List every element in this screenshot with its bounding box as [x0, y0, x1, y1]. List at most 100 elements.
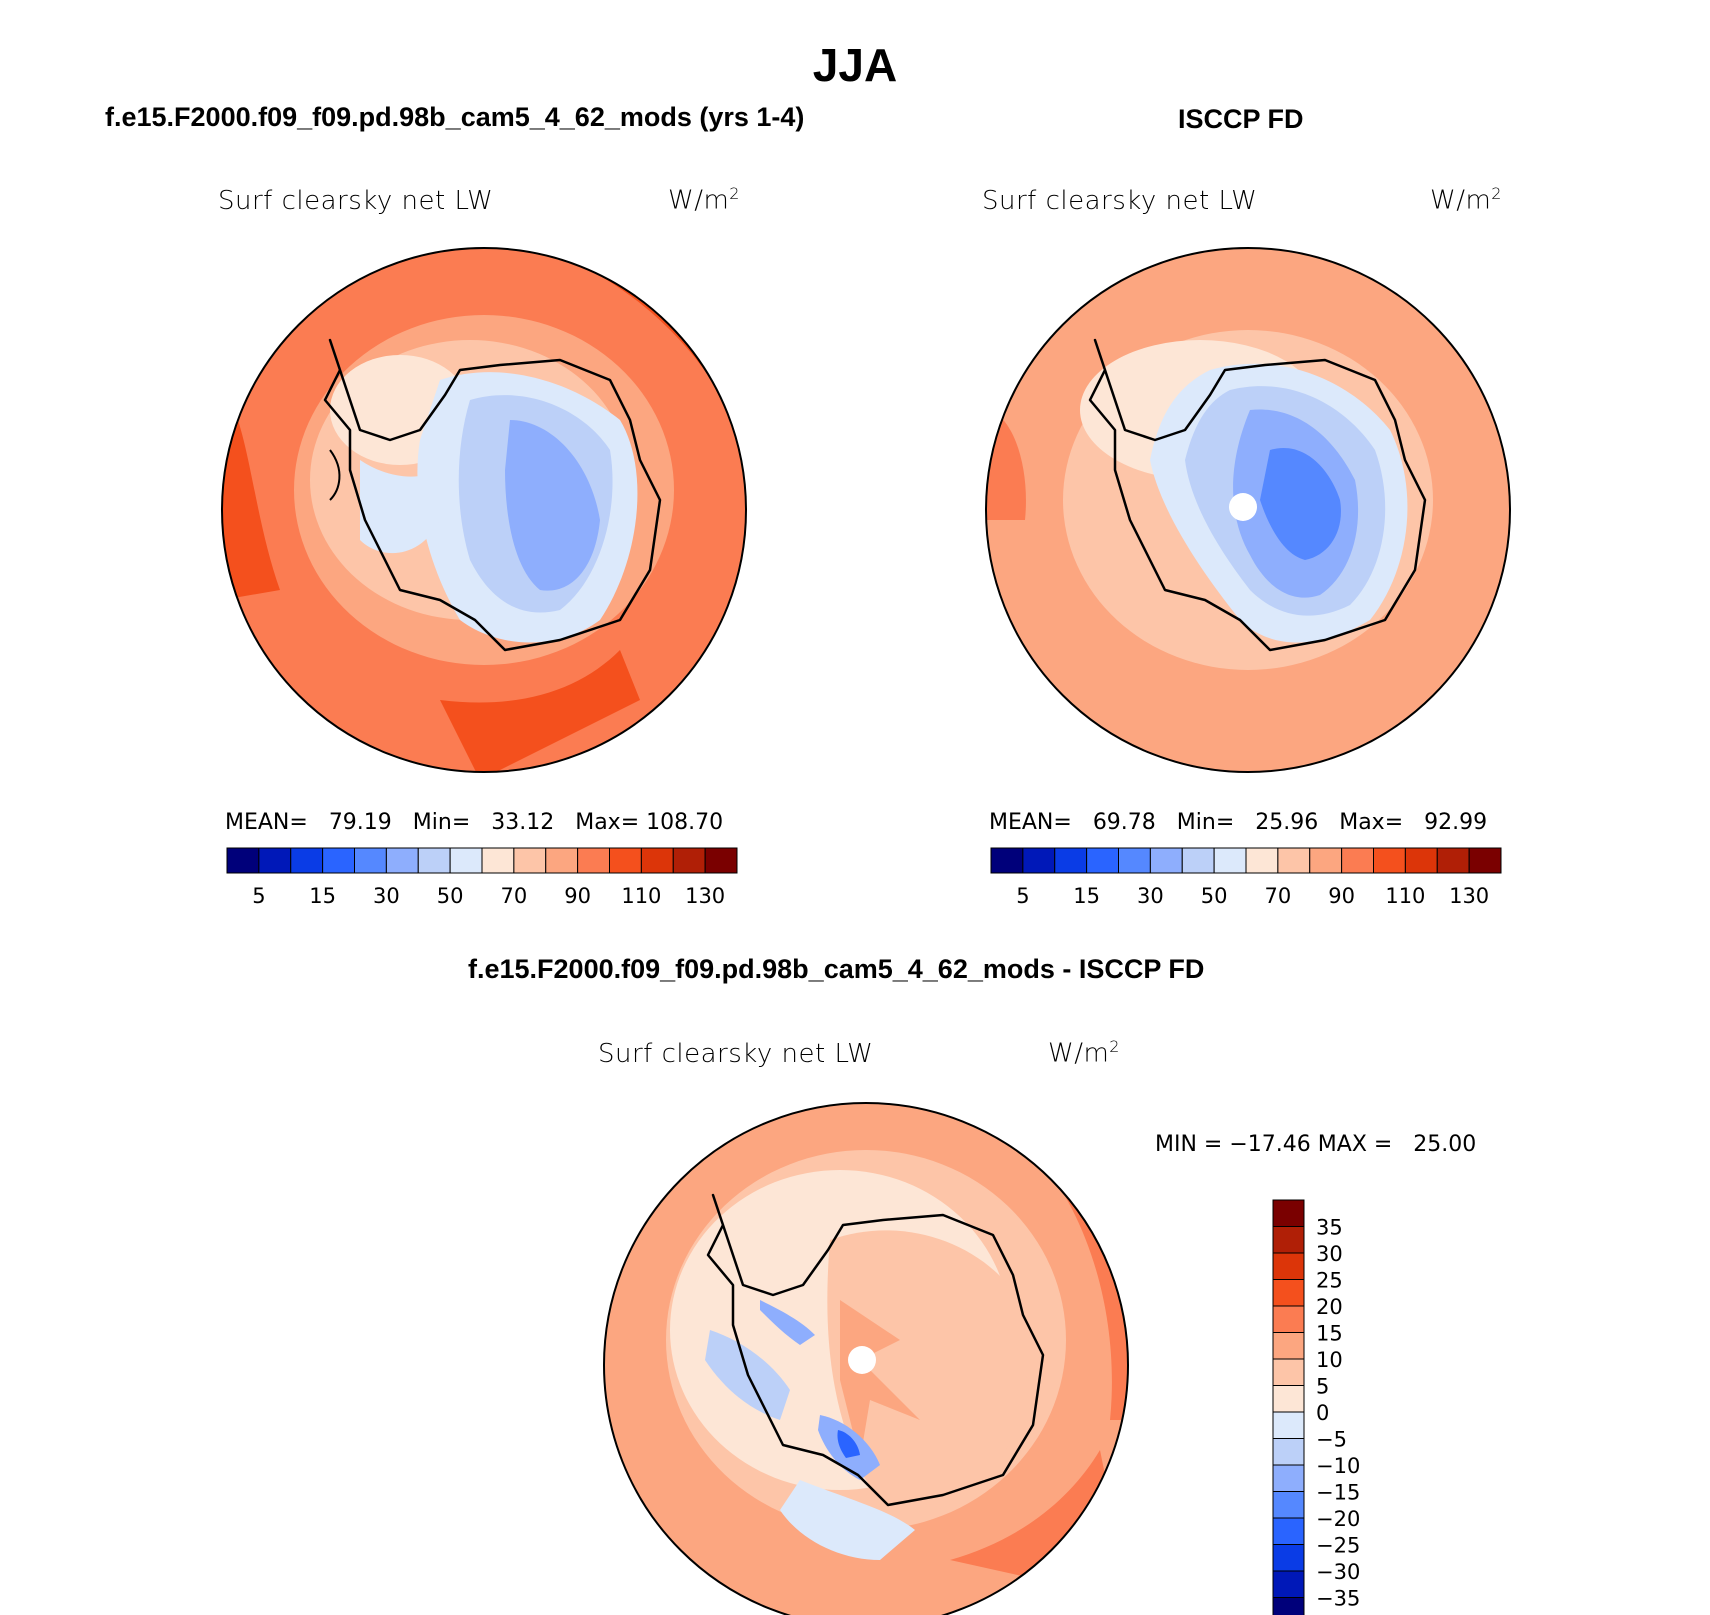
- diff-map: [604, 1103, 1128, 1615]
- model-units-label: W/m2: [668, 184, 740, 216]
- diff-units-label: W/m2: [1048, 1037, 1120, 1069]
- diff-colorbar-box: [1272, 1464, 1305, 1492]
- diff-colorbar-tick-label: −20: [1316, 1507, 1360, 1531]
- model-colorbar-box: [385, 847, 419, 874]
- diff-colorbar-box: [1272, 1597, 1305, 1615]
- obs-colorbar-box: [1245, 847, 1279, 874]
- diff-colorbar-box: [1272, 1279, 1305, 1307]
- obs-colorbar-tick-label: 30: [1137, 884, 1164, 908]
- diff-colorbar-tick-label: 30: [1316, 1242, 1343, 1266]
- obs-colorbar-box: [1404, 847, 1438, 874]
- diff-colorbar-box: [1272, 1544, 1305, 1572]
- obs-panel-heading: ISCCP FD: [1178, 104, 1304, 134]
- diff-colorbar-box: [1272, 1385, 1305, 1413]
- model-colorbar-tick-label: 110: [621, 884, 661, 908]
- obs-map-border: [985, 247, 1511, 773]
- model-colorbar-box: [322, 847, 355, 874]
- model-colorbar-tick-label: 50: [437, 884, 464, 908]
- model-panel-heading: f.e15.F2000.f09_f09.pd.98b_cam5_4_62_mod…: [105, 102, 805, 132]
- obs-colorbar-tick-label: 110: [1385, 884, 1425, 908]
- figure-title: JJA: [812, 39, 898, 91]
- obs-units-label: W/m2: [1430, 184, 1502, 216]
- obs-colorbar-box: [1468, 847, 1502, 874]
- model-colorbar-box: [226, 847, 260, 874]
- obs-colorbar-box: [1309, 847, 1343, 874]
- diff-colorbar-tick-label: −30: [1316, 1560, 1360, 1584]
- diff-colorbar-tick-label: 10: [1316, 1348, 1343, 1372]
- diff-colorbar-box: [1272, 1438, 1305, 1466]
- obs-colorbar-box: [1054, 847, 1088, 874]
- obs-colorbar-box: [1181, 847, 1215, 874]
- diff-variable-label: Surf clearsky net LW: [598, 1039, 874, 1069]
- model-colorbar-tick-label: 5: [252, 884, 265, 908]
- diff-colorbar-tick-label: −35: [1316, 1587, 1360, 1611]
- model-colorbar-box: [640, 847, 674, 874]
- obs-colorbar-box: [1373, 847, 1406, 874]
- model-colorbar-box: [354, 847, 387, 874]
- obs-colorbar-tick-label: 130: [1449, 884, 1489, 908]
- model-colorbar-box: [609, 847, 642, 874]
- obs-stats: MEAN= 69.78 Min= 25.96 Max= 92.99: [989, 810, 1488, 835]
- model-colorbar-tick-label: 90: [564, 884, 591, 908]
- obs-colorbar-tick-label: 15: [1073, 884, 1100, 908]
- diff-panel-heading: f.e15.F2000.f09_f09.pd.98b_cam5_4_62_mod…: [468, 954, 1205, 984]
- model-colorbar-box: [417, 847, 451, 874]
- diff-colorbar-box: [1272, 1305, 1305, 1333]
- model-colorbar-box: [290, 847, 324, 874]
- diff-colorbar-box: [1272, 1199, 1305, 1227]
- diff-colorbar-box: [1272, 1226, 1305, 1254]
- model-colorbar-tick-label: 70: [501, 884, 528, 908]
- obs-colorbar-box: [1118, 847, 1151, 874]
- obs-colorbar-tick-label: 90: [1328, 884, 1355, 908]
- diff-colorbar-tick-label: 35: [1316, 1216, 1343, 1240]
- obs-variable-label: Surf clearsky net LW: [982, 186, 1258, 216]
- diff-colorbar-tick-label: 15: [1316, 1322, 1343, 1346]
- model-colorbar-box: [481, 847, 515, 874]
- obs-colorbar-box: [990, 847, 1024, 874]
- model-stats: MEAN= 79.19 Min= 33.12 Max= 108.70: [225, 810, 724, 835]
- model-colorbar-tick-label: 15: [309, 884, 336, 908]
- diff-colorbar-tick-label: 20: [1316, 1295, 1343, 1319]
- model-colorbar-box: [577, 847, 610, 874]
- diff-colorbar-box: [1272, 1517, 1305, 1545]
- diff-colorbar-tick-label: −25: [1316, 1534, 1360, 1558]
- obs-colorbar-tick-label: 50: [1201, 884, 1228, 908]
- diff-stats: MIN = −17.46 MAX = 25.00: [1155, 1132, 1477, 1157]
- model-colorbar: 5 15 30 50 70 90 110 130: [226, 847, 738, 908]
- model-colorbar-tick-label: 130: [685, 884, 725, 908]
- diff-colorbar-tick-label: −15: [1316, 1481, 1360, 1505]
- obs-colorbar-tick-label: 70: [1265, 884, 1292, 908]
- diff-colorbar-tick-label: −5: [1316, 1428, 1347, 1452]
- obs-colorbar-box: [1086, 847, 1119, 874]
- obs-colorbar-box: [1022, 847, 1056, 874]
- diff-colorbar-tick-label: 25: [1316, 1269, 1343, 1293]
- obs-colorbar: 5 15 30 50 70 90 110 130: [990, 847, 1502, 908]
- diff-colorbar-tick-label: 5: [1316, 1375, 1329, 1399]
- model-map: [222, 248, 746, 772]
- model-colorbar-tick-label: 30: [373, 884, 400, 908]
- diff-colorbar-tick-label: −10: [1316, 1454, 1360, 1478]
- model-colorbar-box: [449, 847, 483, 874]
- model-colorbar-box: [258, 847, 292, 874]
- diff-map-border: [603, 1102, 1129, 1615]
- diff-colorbar-box: [1272, 1332, 1305, 1360]
- obs-colorbar-box: [1213, 847, 1247, 874]
- obs-colorbar-box: [1277, 847, 1311, 874]
- model-colorbar-box: [513, 847, 547, 874]
- diff-colorbar-box: [1272, 1358, 1305, 1386]
- model-colorbar-box: [545, 847, 579, 874]
- diff-colorbar-box: [1272, 1411, 1305, 1439]
- diff-colorbar-box: [1272, 1491, 1305, 1519]
- model-colorbar-box: [672, 847, 706, 874]
- model-variable-label: Surf clearsky net LW: [218, 186, 494, 216]
- obs-colorbar-box: [1436, 847, 1470, 874]
- obs-colorbar-box: [1341, 847, 1374, 874]
- diff-colorbar-box: [1272, 1570, 1305, 1598]
- obs-colorbar-tick-label: 5: [1016, 884, 1029, 908]
- model-map-border: [221, 247, 747, 773]
- model-colorbar-box: [704, 847, 738, 874]
- diff-colorbar-box: [1272, 1252, 1305, 1280]
- obs-map: [986, 248, 1510, 772]
